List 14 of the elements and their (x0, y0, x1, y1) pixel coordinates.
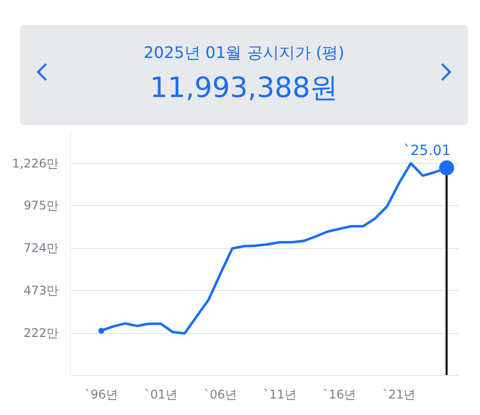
annotation: `25.01 (404, 142, 451, 159)
x-tick-label: `06년 (204, 388, 238, 402)
x-tick-label: `01년 (144, 388, 178, 402)
x-tick-label: `21년 (382, 388, 416, 402)
y-tick-label: 473만 (24, 284, 58, 298)
chart-title: 2025년 01월 공시지가 (평) (144, 42, 344, 64)
y-tick-label: 222만 (24, 326, 58, 340)
y-tick-label: 724만 (24, 241, 58, 256)
y-tick-label: 975만 (24, 198, 58, 213)
chart-subtitle: 11,993,388원 (148, 70, 340, 106)
x-tick-label: `96년 (84, 388, 118, 402)
x-tick-label: `11년 (263, 388, 297, 402)
y-tick-label: 1,226만 (12, 156, 59, 170)
x-tick-label: `16년 (322, 388, 356, 402)
